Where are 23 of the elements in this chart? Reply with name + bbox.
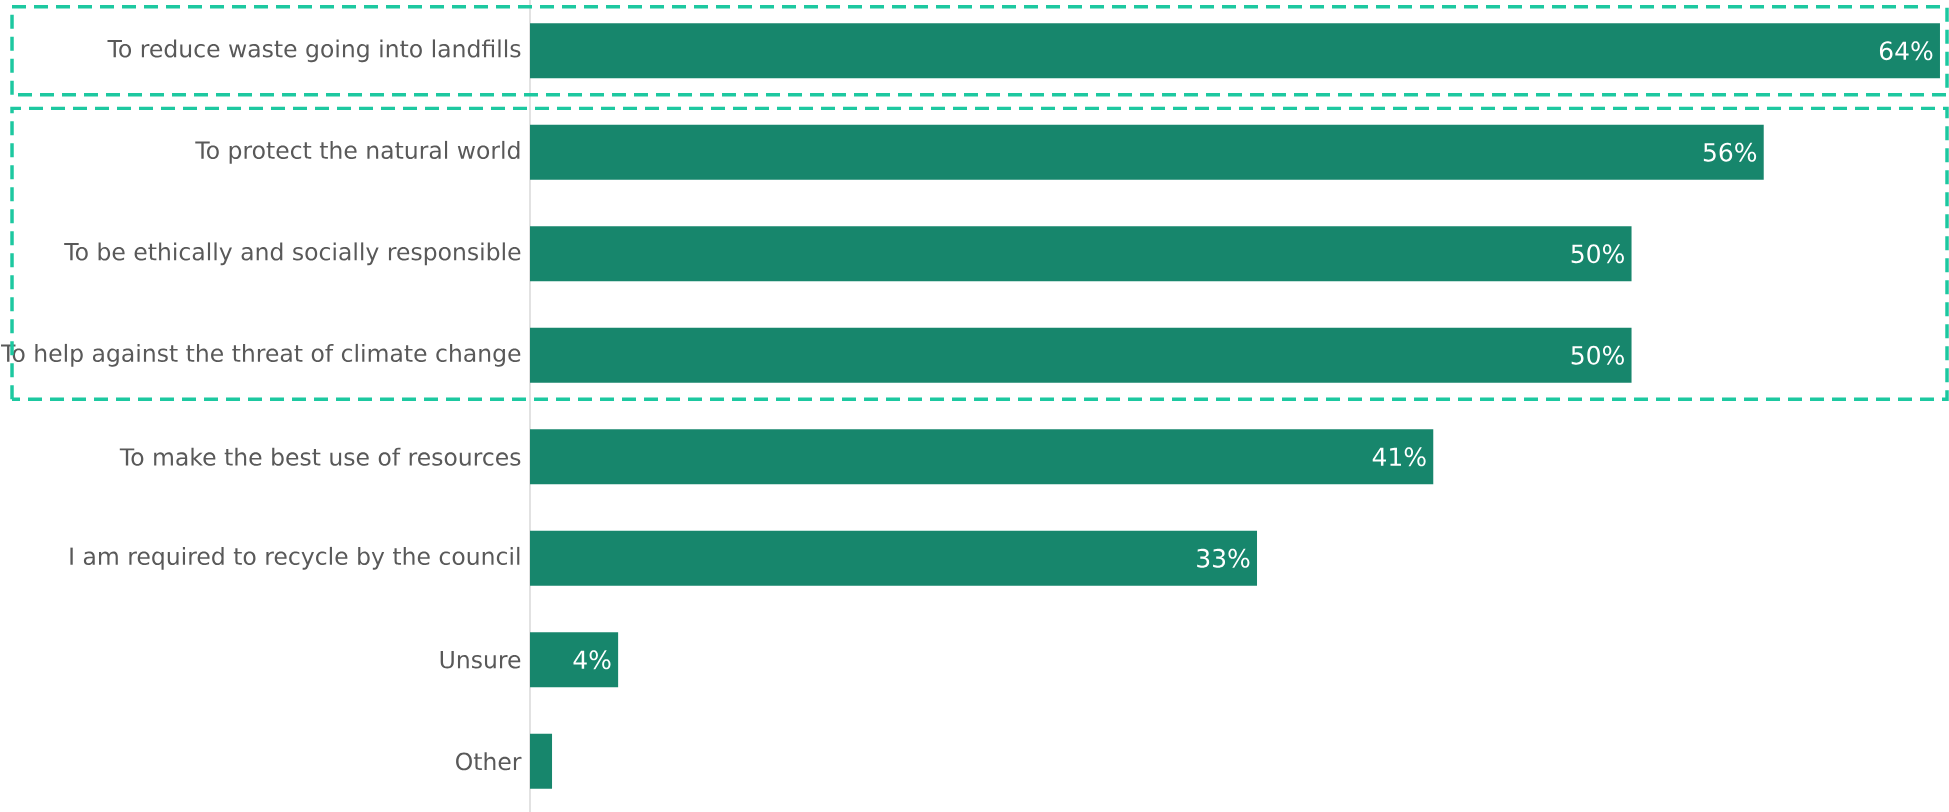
y-tick-label: To make the best use of resources bbox=[119, 447, 521, 466]
y-tick-label: I am required to recycle by the council bbox=[70, 546, 520, 570]
y-tick-label: To protect the natural world bbox=[195, 140, 520, 164]
bar bbox=[530, 226, 1632, 282]
y-tick-label: To reduce waste going into landfills bbox=[107, 39, 521, 63]
data-label: 33% bbox=[1197, 548, 1250, 568]
data-label: 50% bbox=[1571, 244, 1624, 264]
y-tick-label: Other bbox=[456, 752, 522, 771]
bar bbox=[530, 530, 1258, 586]
y-tick-label: To help against the threat of climate change bbox=[1, 343, 521, 367]
data-label: 56% bbox=[1703, 142, 1757, 162]
bar bbox=[530, 124, 1764, 180]
data-label: 4% bbox=[573, 650, 611, 670]
data-label: 64% bbox=[1879, 41, 1933, 61]
bar bbox=[530, 733, 553, 789]
bar bbox=[530, 429, 1434, 485]
data-label: 50% bbox=[1571, 345, 1624, 365]
bar bbox=[530, 327, 1632, 383]
bar bbox=[530, 632, 619, 688]
y-tick-label: Unsure bbox=[440, 651, 521, 669]
bar bbox=[530, 23, 1940, 79]
y-tick-label: To be ethically and socially responsible bbox=[64, 242, 521, 266]
data-label: 41% bbox=[1372, 447, 1426, 467]
